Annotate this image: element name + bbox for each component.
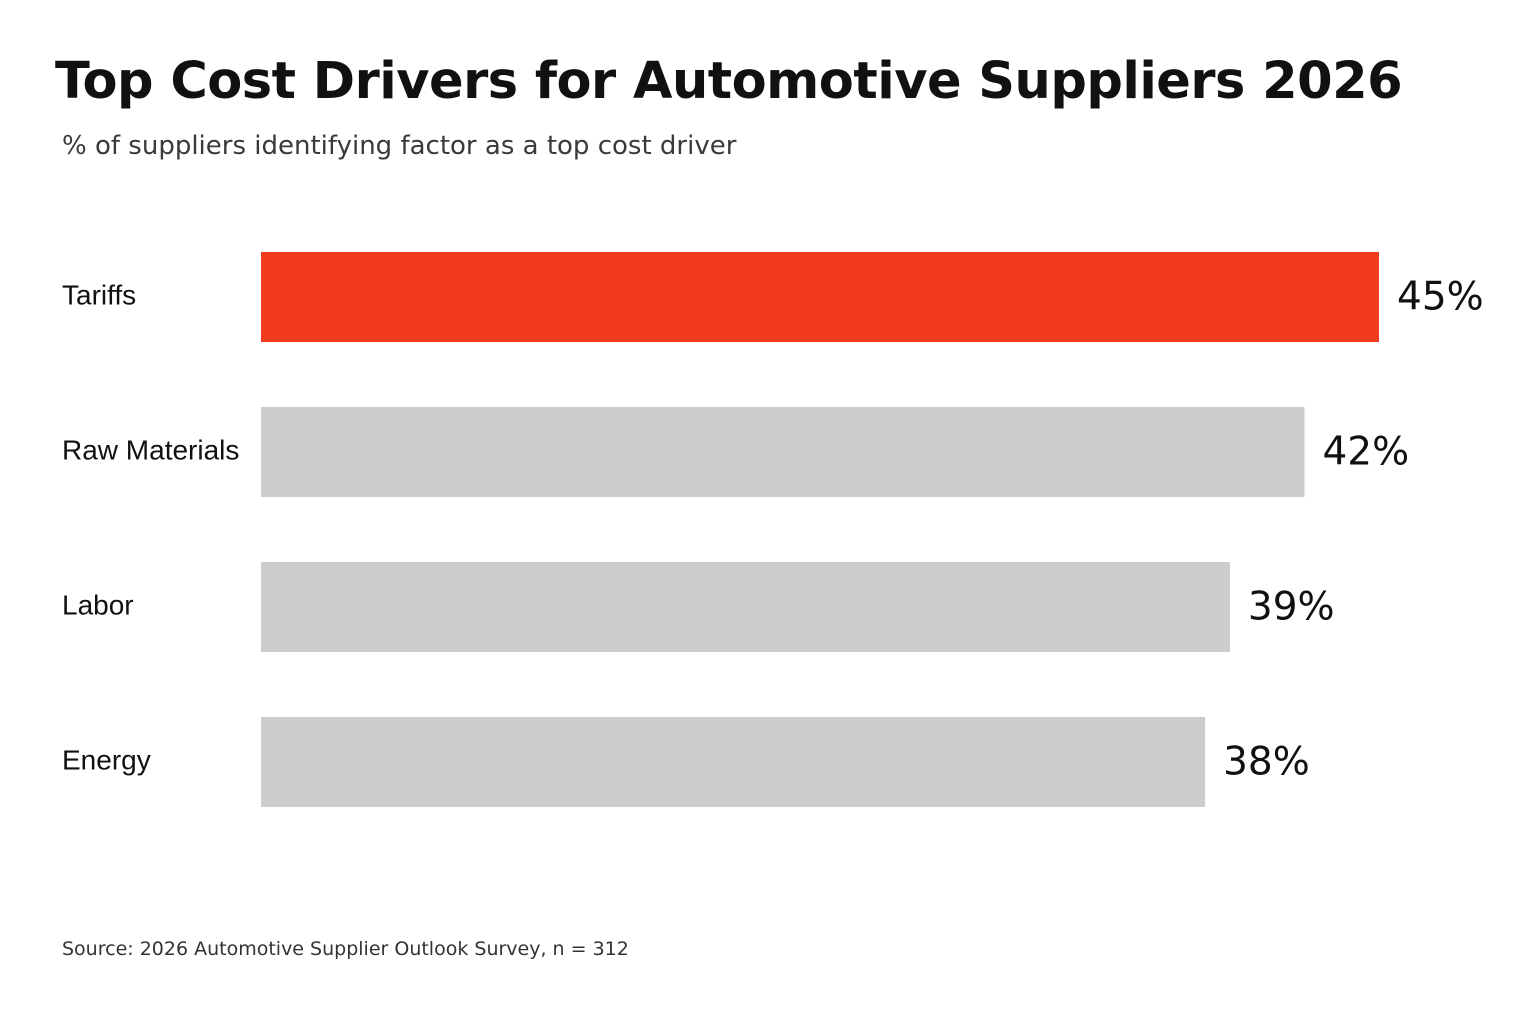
category-label-labor: Labor xyxy=(62,589,134,620)
source-note: Source: 2026 Automotive Supplier Outlook… xyxy=(62,938,629,960)
category-label-tariffs: Tariffs xyxy=(62,279,136,310)
category-label-energy: Energy xyxy=(62,744,151,775)
bar-tariffs xyxy=(261,252,1379,342)
chart-subtitle: % of suppliers identifying factor as a t… xyxy=(62,131,737,161)
bar-labor xyxy=(261,562,1230,652)
bar-raw-materials xyxy=(261,407,1305,497)
bar-energy xyxy=(261,717,1206,807)
value-label-raw-materials: 42% xyxy=(1322,430,1409,475)
value-label-tariffs: 45% xyxy=(1397,275,1484,320)
value-label-energy: 38% xyxy=(1223,740,1310,785)
value-label-labor: 39% xyxy=(1248,585,1335,630)
category-label-raw-materials: Raw Materials xyxy=(62,434,239,465)
chart-title: Top Cost Drivers for Automotive Supplier… xyxy=(55,52,1403,111)
